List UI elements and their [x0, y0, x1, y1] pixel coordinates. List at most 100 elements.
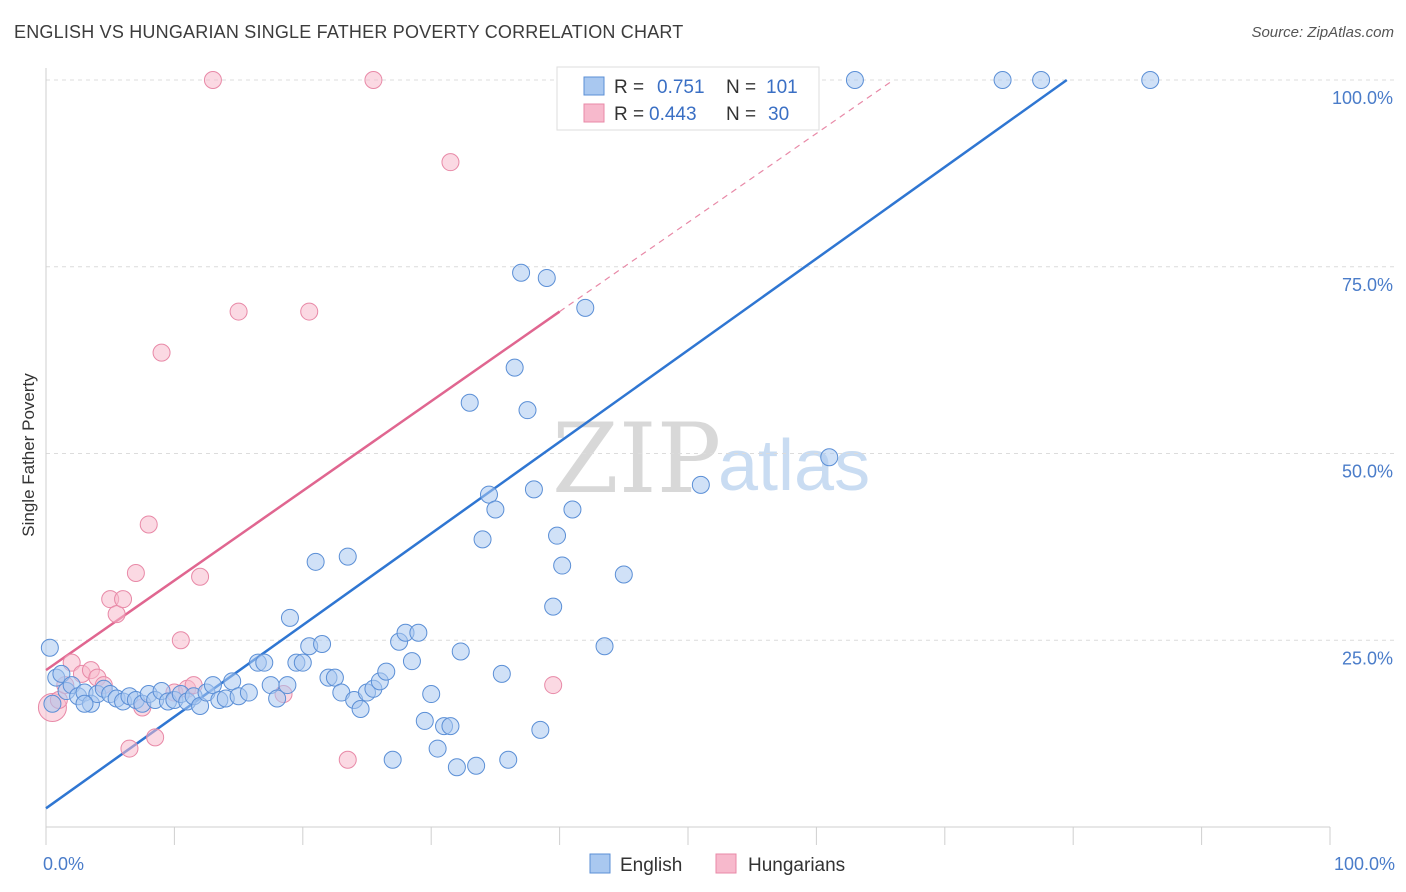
english-point: [377, 662, 396, 681]
y-axis-ticks: 25.0% 50.0% 75.0% 100.0%: [1332, 88, 1393, 668]
english-point: [1032, 71, 1051, 89]
english-point: [691, 475, 710, 494]
y-tick-label-3: 100.0%: [1332, 88, 1393, 108]
english-point: [1141, 71, 1160, 89]
english-point: [563, 500, 582, 519]
y-tick-label-0: 25.0%: [1342, 648, 1393, 668]
hungarians-point: [364, 71, 383, 89]
legend-english-n-value: 101: [766, 77, 798, 98]
watermark-atlas: atlas: [718, 426, 870, 506]
english-point: [338, 547, 357, 566]
hungarians-point: [544, 676, 563, 695]
english-point: [223, 672, 242, 691]
hungarians-point: [62, 653, 81, 672]
english-point: [383, 750, 402, 769]
bottom-legend: English Hungarians: [589, 853, 845, 876]
english-point: [614, 565, 633, 584]
watermark: ZIP atlas: [552, 403, 870, 515]
hungarians-point: [338, 750, 357, 769]
english-point: [313, 634, 332, 653]
english-point: [75, 694, 94, 713]
legend-box: R = 0.751 N = 101 R = 0.443 N = 30: [556, 66, 820, 131]
hungarians-point: [107, 605, 126, 624]
english-point: [239, 683, 258, 702]
english-point: [512, 263, 531, 282]
hungarians-point: [441, 153, 460, 172]
english-point: [544, 597, 563, 616]
english-point: [409, 623, 428, 642]
y-tick-label-2: 75.0%: [1342, 275, 1393, 295]
x-axis-ticks: 0.0% 100.0%: [43, 854, 1395, 874]
legend-english-r-label: R =: [614, 77, 644, 98]
hungarians-trend-line: [45, 310, 561, 672]
legend-swatch-hungarians: [583, 103, 605, 123]
english-point: [467, 756, 486, 775]
english-point: [306, 552, 325, 571]
english-point: [280, 608, 299, 627]
english-point: [486, 500, 505, 519]
english-point: [595, 637, 614, 656]
english-point: [402, 652, 421, 671]
english-point: [505, 358, 524, 377]
english-point: [548, 526, 567, 545]
english-point: [492, 664, 511, 683]
english-point: [531, 720, 550, 739]
legend-hungarians-n-value: 30: [768, 104, 789, 125]
english-point: [52, 664, 71, 683]
english-point: [255, 653, 274, 672]
bottom-legend-hungarians: Hungarians: [748, 855, 845, 876]
hungarians-point: [203, 71, 222, 89]
hungarians-trend-extension: [559, 79, 894, 313]
english-point: [451, 642, 470, 661]
english-point: [325, 668, 344, 687]
english-point: [40, 638, 59, 657]
bottom-legend-swatch-hungarians: [715, 853, 737, 874]
hungarians-point: [126, 564, 145, 583]
english-point: [415, 711, 434, 730]
chart-source: Source: ZipAtlas.com: [1251, 24, 1394, 41]
y-axis-title: Single Father Poverty: [19, 373, 38, 537]
english-point: [576, 298, 595, 317]
english-point: [43, 694, 62, 713]
english-point: [351, 699, 370, 718]
hungarians-point: [191, 567, 210, 586]
legend-hungarians-n-label: N =: [726, 104, 756, 125]
english-point: [518, 401, 537, 420]
english-point: [278, 676, 297, 695]
hungarians-point: [152, 343, 171, 362]
legend-hungarians-r-label: R =: [614, 104, 644, 125]
english-point: [479, 485, 498, 504]
english-point: [447, 758, 466, 777]
chart-title: ENGLISH VS HUNGARIAN SINGLE FATHER POVER…: [14, 22, 684, 42]
hungarians-point: [139, 515, 158, 534]
english-point: [428, 739, 447, 758]
bottom-legend-swatch-english: [589, 853, 611, 874]
english-point: [553, 556, 572, 575]
hungarians-point: [171, 631, 190, 650]
english-point: [537, 268, 556, 287]
legend-swatch-english: [583, 76, 605, 96]
y-tick-label-1: 50.0%: [1342, 462, 1393, 482]
hungarians-point: [114, 590, 133, 609]
legend-hungarians-r-value: 0.443: [649, 104, 697, 125]
english-point: [820, 448, 839, 467]
watermark-zip: ZIP: [552, 403, 721, 515]
english-point: [473, 530, 492, 549]
legend-english-n-label: N =: [726, 77, 756, 98]
english-point: [422, 685, 441, 704]
english-point: [845, 71, 864, 89]
hungarians-point: [229, 302, 248, 321]
bottom-legend-english: English: [620, 855, 682, 876]
english-point: [293, 653, 312, 672]
hungarians-point: [146, 728, 165, 747]
hungarians-point: [300, 302, 319, 321]
hungarians-point: [120, 739, 139, 758]
english-point: [441, 717, 460, 736]
english-point: [993, 71, 1012, 89]
english-point: [499, 750, 518, 769]
english-point: [203, 676, 222, 695]
x-tick-label-1: 100.0%: [1334, 854, 1395, 874]
x-tick-label-0: 0.0%: [43, 854, 84, 874]
legend-english-r-value: 0.751: [657, 77, 705, 98]
